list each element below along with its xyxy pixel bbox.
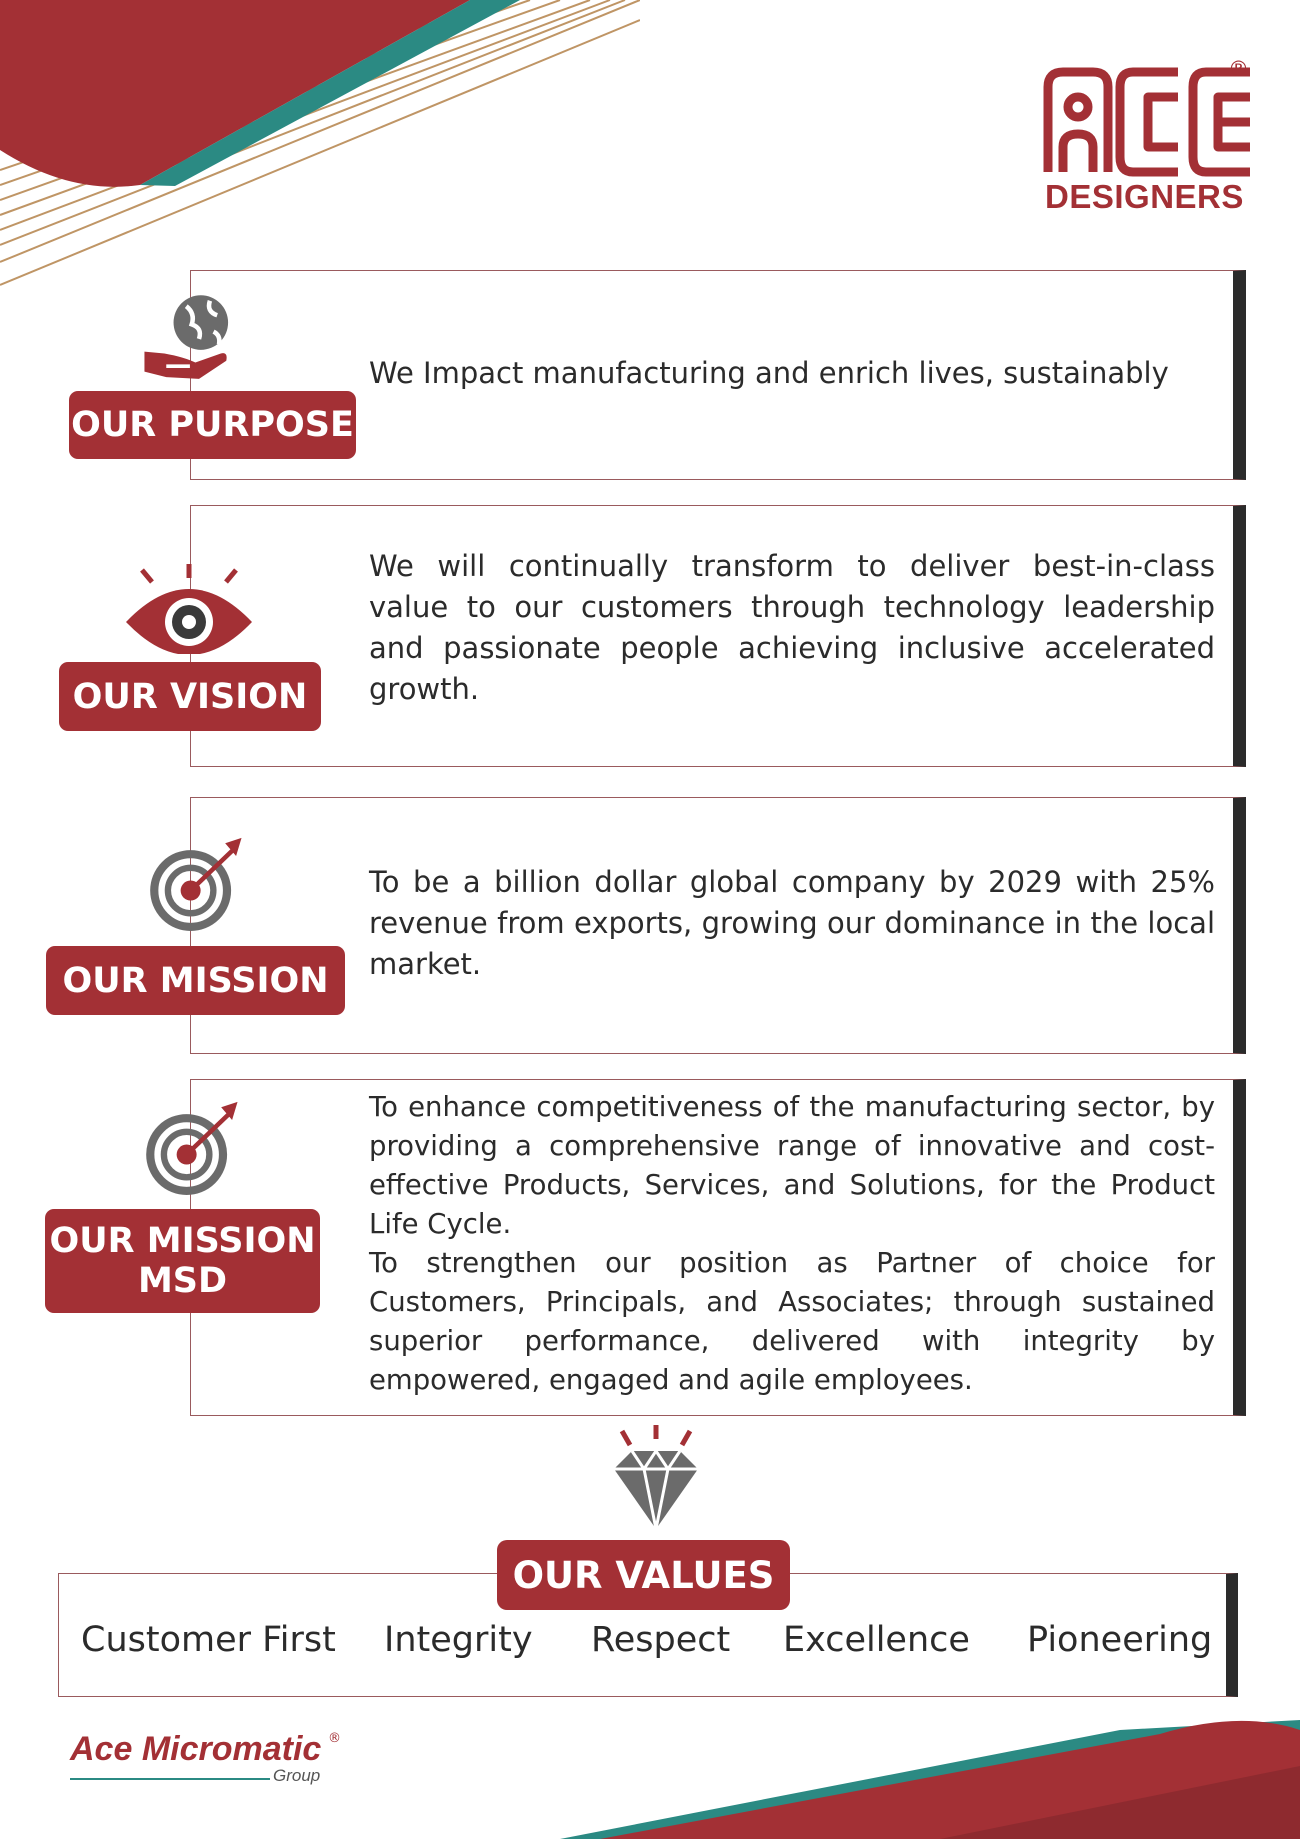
mission-msd-card: To enhance competitiveness of the manufa…	[190, 1079, 1246, 1416]
target-arrow-icon	[146, 1101, 238, 1195]
purpose-text: We Impact manufacturing and enrich lives…	[369, 356, 1169, 390]
diamond-icon	[614, 1425, 698, 1530]
values-label: OUR VALUES	[497, 1540, 790, 1610]
mission-msd-label-line-1: OUR MISSION	[49, 1221, 316, 1261]
mission-msd-text: To enhance competitiveness of the manufa…	[369, 1088, 1215, 1400]
mission-msd-label-line-2: MSD	[137, 1261, 228, 1301]
value-pioneering: Pioneering	[1027, 1620, 1213, 1660]
ace-designers-logo	[1043, 67, 1250, 177]
value-respect: Respect	[591, 1620, 731, 1660]
mission-label: OUR MISSION	[46, 946, 345, 1015]
value-customer-first: Customer First	[81, 1620, 336, 1660]
ace-micromatic-brand: Ace Micromatic	[70, 1730, 322, 1768]
mission-msd-label: OUR MISSION MSD	[45, 1209, 320, 1313]
mission-msd-paragraph-1: To enhance competitiveness of the manufa…	[369, 1091, 1215, 1240]
globe-in-hand-icon	[144, 295, 229, 379]
value-excellence: Excellence	[783, 1620, 970, 1660]
brand-registered-mark: ®	[328, 1731, 341, 1746]
logo-registered-mark: ®	[1228, 57, 1249, 81]
vision-text: We will continually transform to deliver…	[369, 549, 1215, 706]
target-arrow-icon	[150, 837, 242, 931]
brand-group-text: Group	[273, 1766, 321, 1785]
bottom-corner-decoration	[560, 1720, 1300, 1839]
vision-label: OUR VISION	[59, 662, 321, 731]
value-integrity: Integrity	[384, 1620, 533, 1660]
purpose-label: OUR PURPOSE	[69, 391, 356, 459]
eye-icon	[126, 564, 252, 654]
purpose-card: We Impact manufacturing and enrich lives…	[190, 270, 1246, 480]
mission-msd-paragraph-2: To strengthen our position as Partner of…	[369, 1247, 1215, 1396]
logo-designers-text: DESIGNERS	[1045, 178, 1244, 215]
brand-underline	[70, 1778, 270, 1780]
mission-card: To be a billion dollar global company by…	[190, 797, 1246, 1054]
vision-card: We will continually transform to deliver…	[190, 505, 1246, 767]
mission-text: To be a billion dollar global company by…	[369, 865, 1215, 981]
